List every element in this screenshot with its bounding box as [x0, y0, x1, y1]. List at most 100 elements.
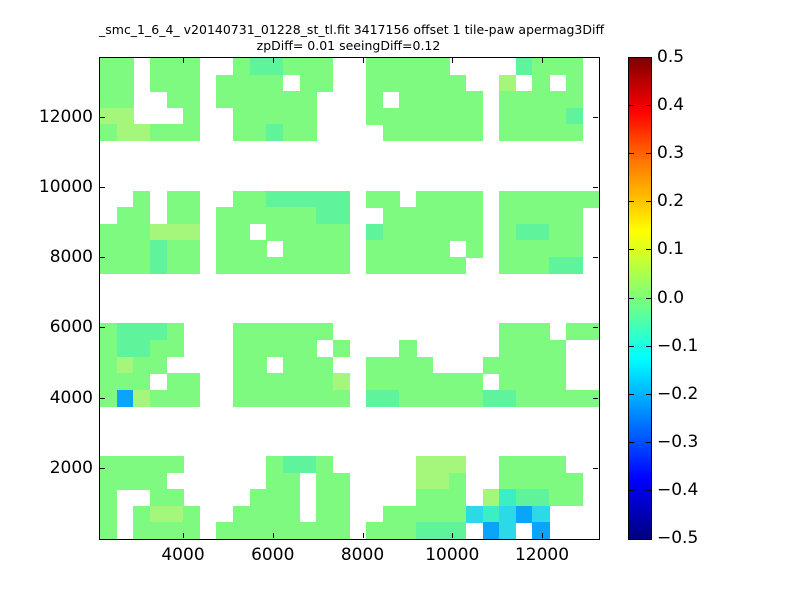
heatmap-cell [166, 58, 184, 76]
heatmap-cell [282, 522, 301, 540]
heatmap-cell [499, 339, 517, 358]
heatmap-cell [499, 124, 517, 142]
heatmap-cell [416, 257, 434, 275]
heatmap-cell [299, 91, 317, 109]
heatmap-cell [133, 323, 151, 341]
heatmap-cell [116, 472, 134, 490]
heatmap-cell [532, 58, 550, 76]
heatmap-cell [499, 74, 517, 92]
heatmap-cell [299, 356, 317, 374]
heatmap-cell [332, 257, 350, 275]
heatmap-cell [233, 389, 251, 407]
heatmap-cell [366, 107, 384, 125]
axis-tick [362, 533, 364, 538]
heatmap-cell [249, 58, 267, 76]
heatmap-cell [432, 489, 450, 507]
heatmap-cell [183, 207, 201, 225]
heatmap-cell [515, 339, 533, 358]
heatmap-cell [482, 389, 500, 407]
heatmap-cell [382, 124, 400, 142]
heatmap-cell [149, 505, 168, 523]
axis-tick [629, 57, 634, 58]
axis-tick [629, 153, 634, 155]
heatmap-cell [465, 91, 484, 109]
heatmap-cell [382, 522, 400, 540]
heatmap-cell [399, 257, 417, 275]
heatmap-cell [416, 240, 434, 258]
plot-title: _smc_1_6_4_ v20140731_01228_st_tl.fit 34… [99, 22, 605, 37]
heatmap-cell [216, 240, 234, 258]
heatmap-cell [133, 389, 151, 407]
heatmap-cell [233, 240, 251, 258]
heatmap-cell [266, 323, 284, 341]
heatmap-cell [216, 74, 234, 92]
heatmap-cell [532, 107, 550, 125]
heatmap-cell [515, 456, 533, 474]
axis-tick [646, 105, 651, 107]
heatmap-cell [266, 472, 284, 490]
colorbar-tick-label: −0.1 [657, 335, 699, 356]
heatmap-cell [432, 456, 450, 474]
heatmap-cell [565, 489, 583, 507]
heatmap-cell [149, 58, 168, 76]
heatmap-cell [515, 323, 533, 341]
heatmap-cell [549, 356, 567, 374]
heatmap-cell [282, 472, 301, 490]
heatmap-cell [549, 456, 567, 474]
heatmap-cell [266, 91, 284, 109]
heatmap-cell [565, 107, 583, 125]
heatmap-cell [166, 323, 184, 341]
heatmap-cell [465, 240, 484, 258]
heatmap-cell [382, 505, 400, 523]
heatmap-cell [449, 207, 467, 225]
heatmap-cell [282, 373, 301, 391]
heatmap-cell [515, 207, 533, 225]
heatmap-cell [332, 505, 350, 523]
heatmap-cell [532, 223, 550, 241]
axis-tick [646, 201, 651, 203]
heatmap-cell [149, 339, 168, 358]
heatmap-cell [100, 389, 118, 407]
heatmap-cell [116, 373, 134, 391]
heatmap-cell [116, 339, 134, 358]
heatmap-cell [233, 223, 251, 241]
heatmap-cell [565, 472, 583, 490]
heatmap-cell [465, 223, 484, 241]
axis-tick [629, 297, 634, 299]
heatmap-cell [465, 505, 484, 523]
heatmap-cell [149, 489, 168, 507]
heatmap-cell [266, 74, 284, 92]
heatmap-cell [549, 240, 567, 258]
heatmap-cell [183, 91, 201, 109]
heatmap-cell [332, 190, 350, 208]
heatmap-cell [549, 257, 567, 275]
heatmap-cell [449, 190, 467, 208]
heatmap-cell [532, 190, 550, 208]
heatmap-cell [299, 124, 317, 142]
heatmap-cell [316, 323, 334, 341]
heatmap-cell [249, 91, 267, 109]
heatmap-cell [449, 373, 467, 391]
heatmap-cell [382, 58, 400, 76]
heatmap-cell [282, 124, 301, 142]
axis-tick [646, 537, 651, 538]
heatmap-cell [499, 190, 517, 208]
heatmap-cell [432, 207, 450, 225]
heatmap-cell [532, 323, 550, 341]
heatmap-cell [366, 58, 384, 76]
heatmap-cell [282, 223, 301, 241]
heatmap-cell [282, 356, 301, 374]
heatmap-cell [482, 522, 500, 540]
heatmap-cell [382, 74, 400, 92]
heatmap-cell [316, 223, 334, 241]
heatmap-cell [366, 373, 384, 391]
heatmap-cell [149, 240, 168, 258]
heatmap-cell [316, 74, 334, 92]
heatmap-cell [282, 389, 301, 407]
heatmap-cell [166, 339, 184, 358]
heatmap-cell [499, 240, 517, 258]
heatmap-cell [582, 323, 600, 341]
heatmap-cell [465, 207, 484, 225]
heatmap-cell [116, 389, 134, 407]
axis-tick [646, 249, 651, 251]
